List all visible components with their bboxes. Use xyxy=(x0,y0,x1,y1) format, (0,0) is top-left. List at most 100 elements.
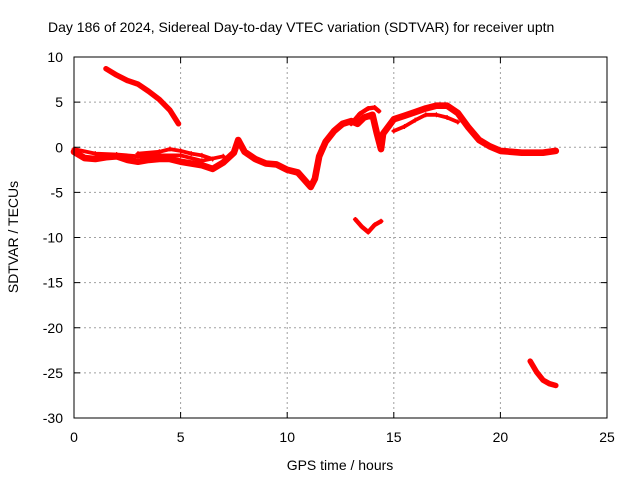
data-point xyxy=(357,111,363,117)
data-point xyxy=(308,184,314,190)
data-point xyxy=(156,96,162,102)
data-point xyxy=(274,161,280,167)
data-point xyxy=(546,381,552,387)
data-traces xyxy=(70,65,560,389)
data-point xyxy=(284,167,290,173)
x-tick-label: 5 xyxy=(177,429,185,445)
data-point xyxy=(146,157,152,163)
data-point xyxy=(365,105,371,111)
data-point xyxy=(391,128,397,134)
data-point xyxy=(455,110,461,116)
data-point xyxy=(423,105,429,111)
data-point xyxy=(476,137,482,143)
data-point xyxy=(391,116,397,122)
y-tick-label: -25 xyxy=(43,365,63,381)
data-point xyxy=(444,114,450,120)
data-point xyxy=(529,150,535,156)
series-trace-main xyxy=(70,102,560,191)
y-tick-label: 5 xyxy=(55,94,63,110)
data-point xyxy=(380,131,386,137)
data-point xyxy=(188,160,194,166)
data-point xyxy=(331,128,337,134)
data-point xyxy=(519,150,525,156)
data-point xyxy=(372,105,378,111)
data-point xyxy=(114,151,120,157)
y-tick-label: -20 xyxy=(43,320,63,336)
data-point xyxy=(412,117,418,123)
x-tick-label: 25 xyxy=(599,429,615,445)
data-point xyxy=(378,218,384,224)
data-point xyxy=(135,81,141,87)
data-point xyxy=(497,148,503,154)
data-point xyxy=(135,153,141,159)
data-point xyxy=(374,130,380,136)
data-point xyxy=(369,112,375,118)
data-point xyxy=(553,383,559,389)
data-point xyxy=(188,151,194,157)
data-point xyxy=(423,112,429,118)
y-tick-label: 10 xyxy=(47,49,63,65)
data-point xyxy=(340,121,346,127)
data-point xyxy=(352,216,358,222)
y-tick-label: -10 xyxy=(43,230,63,246)
x-tick-label: 10 xyxy=(279,429,295,445)
data-point xyxy=(527,358,533,364)
chart-title: Day 186 of 2024, Sidereal Day-to-day VTE… xyxy=(48,19,554,35)
data-point xyxy=(355,121,361,127)
y-tick-label: -5 xyxy=(51,184,64,200)
data-point xyxy=(372,222,378,228)
y-tick-label: -30 xyxy=(43,410,63,426)
data-point xyxy=(146,88,152,94)
data-point xyxy=(263,160,269,166)
data-point xyxy=(378,146,384,152)
data-point xyxy=(433,103,439,109)
data-point xyxy=(175,121,181,127)
data-point xyxy=(540,150,546,156)
data-point xyxy=(376,108,382,114)
data-point xyxy=(242,149,248,155)
y-axis-label: SDTVAR / TECUs xyxy=(5,181,21,293)
data-point xyxy=(178,148,184,154)
data-point xyxy=(124,77,130,83)
data-point xyxy=(455,119,461,125)
data-point xyxy=(359,224,365,230)
data-point xyxy=(401,113,407,119)
data-point xyxy=(348,121,354,127)
x-tick-label: 0 xyxy=(70,429,78,445)
data-point xyxy=(178,152,184,158)
data-point xyxy=(365,229,371,235)
y-tick-label: -15 xyxy=(43,275,63,291)
axis-ticks xyxy=(73,56,608,419)
data-point xyxy=(508,149,514,155)
data-point xyxy=(124,157,130,163)
data-point xyxy=(312,176,318,182)
data-point xyxy=(178,159,184,165)
data-point xyxy=(540,377,546,383)
data-point xyxy=(487,143,493,149)
data-point xyxy=(323,139,329,145)
data-point xyxy=(92,156,98,162)
data-point xyxy=(220,160,226,166)
series-trace-lower xyxy=(72,147,226,163)
data-point xyxy=(401,123,407,129)
data-point xyxy=(534,369,540,375)
axis-tick-labels: 0 5 10 15 20 25 10 5 0 -5 -10 -15 -20 -25 -30 xyxy=(43,49,615,445)
data-point xyxy=(210,166,216,172)
data-point xyxy=(295,170,301,176)
data-point xyxy=(301,177,307,183)
data-point xyxy=(156,152,162,158)
data-point xyxy=(167,156,173,162)
data-point xyxy=(235,137,241,143)
data-point xyxy=(553,148,559,154)
series-trace-decline xyxy=(103,65,182,127)
data-point xyxy=(92,151,98,157)
data-point xyxy=(444,103,450,109)
data-point xyxy=(316,153,322,159)
data-point xyxy=(252,156,258,162)
data-point xyxy=(465,124,471,130)
grid xyxy=(74,57,607,418)
data-point xyxy=(103,66,109,72)
data-point xyxy=(361,114,367,120)
data-point xyxy=(114,72,120,78)
